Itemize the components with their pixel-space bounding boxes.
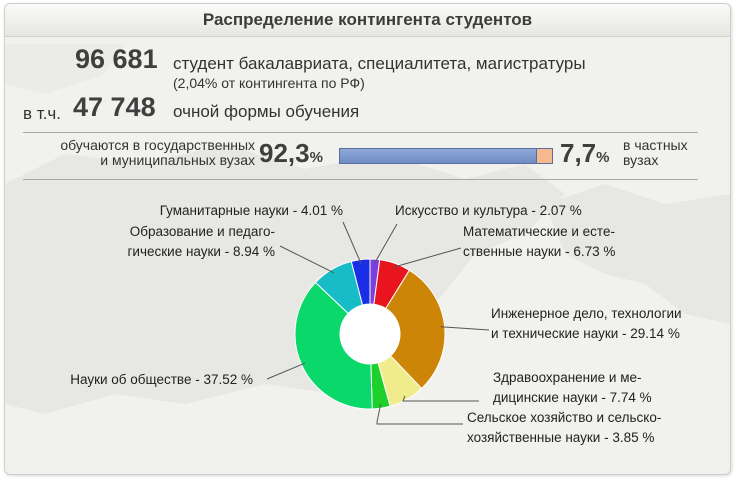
total-students-value: 96 681 <box>75 44 158 74</box>
donut-hole <box>340 304 400 364</box>
slice-label: Гуманитарные науки - 4.01 % <box>160 203 343 218</box>
private-share-value: 7,7 <box>560 138 597 168</box>
divider-top <box>23 132 698 133</box>
total-students-text: студент бакалавриата, специалитета, маги… <box>173 54 586 73</box>
panel-title: Распределение контингента студентов <box>5 4 730 37</box>
private-label-line1: в частных <box>623 137 688 153</box>
fulltime-text: очной формы обучения <box>173 102 360 121</box>
leader-line <box>266 362 306 380</box>
ownership-bar-private <box>535 149 552 163</box>
leader-line <box>374 223 398 264</box>
slice-label: Математические и есте- <box>463 224 615 239</box>
private-label-line2: вузах <box>623 152 659 168</box>
total-students-share: (2,04% от контингента по РФ) <box>173 75 365 91</box>
distribution-panel: Распределение контингента студентов 96 6… <box>4 3 731 475</box>
leader-line <box>402 395 479 402</box>
public-label-line1: обучаются в государственных <box>60 137 255 153</box>
map-background <box>5 44 730 414</box>
fulltime-value: 47 748 <box>73 92 156 122</box>
public-share-value: 92,3 <box>259 138 310 168</box>
leader-line <box>393 247 462 268</box>
slice-label: ственные науки - 6.73 % <box>463 244 615 259</box>
ownership-bar-public <box>340 149 536 163</box>
leader-line <box>376 404 463 425</box>
slice-label: гические науки - 8.94 % <box>128 244 276 259</box>
slice-label: Искусство и культура - 2.07 % <box>395 203 582 218</box>
private-share-unit: % <box>596 149 610 166</box>
public-label-line2: и муниципальных вузах <box>100 152 255 168</box>
slice-label: и технические науки - 29.14 % <box>491 326 680 341</box>
public-share-unit: % <box>309 149 323 166</box>
public-label: обучаются в государственных и муниципаль… <box>23 138 255 168</box>
slice-label: Здравоохранение и ме- <box>493 370 642 385</box>
slice-label: Науки об обществе - 37.52 % <box>70 372 253 387</box>
divider-bottom <box>23 179 698 180</box>
ownership-bar <box>339 148 553 164</box>
donut-chart: Искусство и культура - 2.07 % Математичес… <box>70 203 682 445</box>
private-share: 7,7% <box>560 138 610 169</box>
leader-line <box>440 326 490 331</box>
fulltime-prefix: в т.ч. <box>23 104 61 123</box>
slice-label: Сельское хозяйство и сельско- <box>467 410 661 425</box>
slice-label: Инженерное дело, технологии <box>491 306 682 321</box>
slice-label: дицинские науки - 7.74 % <box>493 390 652 405</box>
private-label: в частных вузах <box>623 138 688 168</box>
leader-line <box>279 245 335 274</box>
slice-label: Образование и педаго- <box>130 224 275 239</box>
slice-label: хозяйственные науки - 3.85 % <box>467 430 654 445</box>
leader-line <box>342 221 362 264</box>
public-share: 92,3% <box>259 138 323 169</box>
